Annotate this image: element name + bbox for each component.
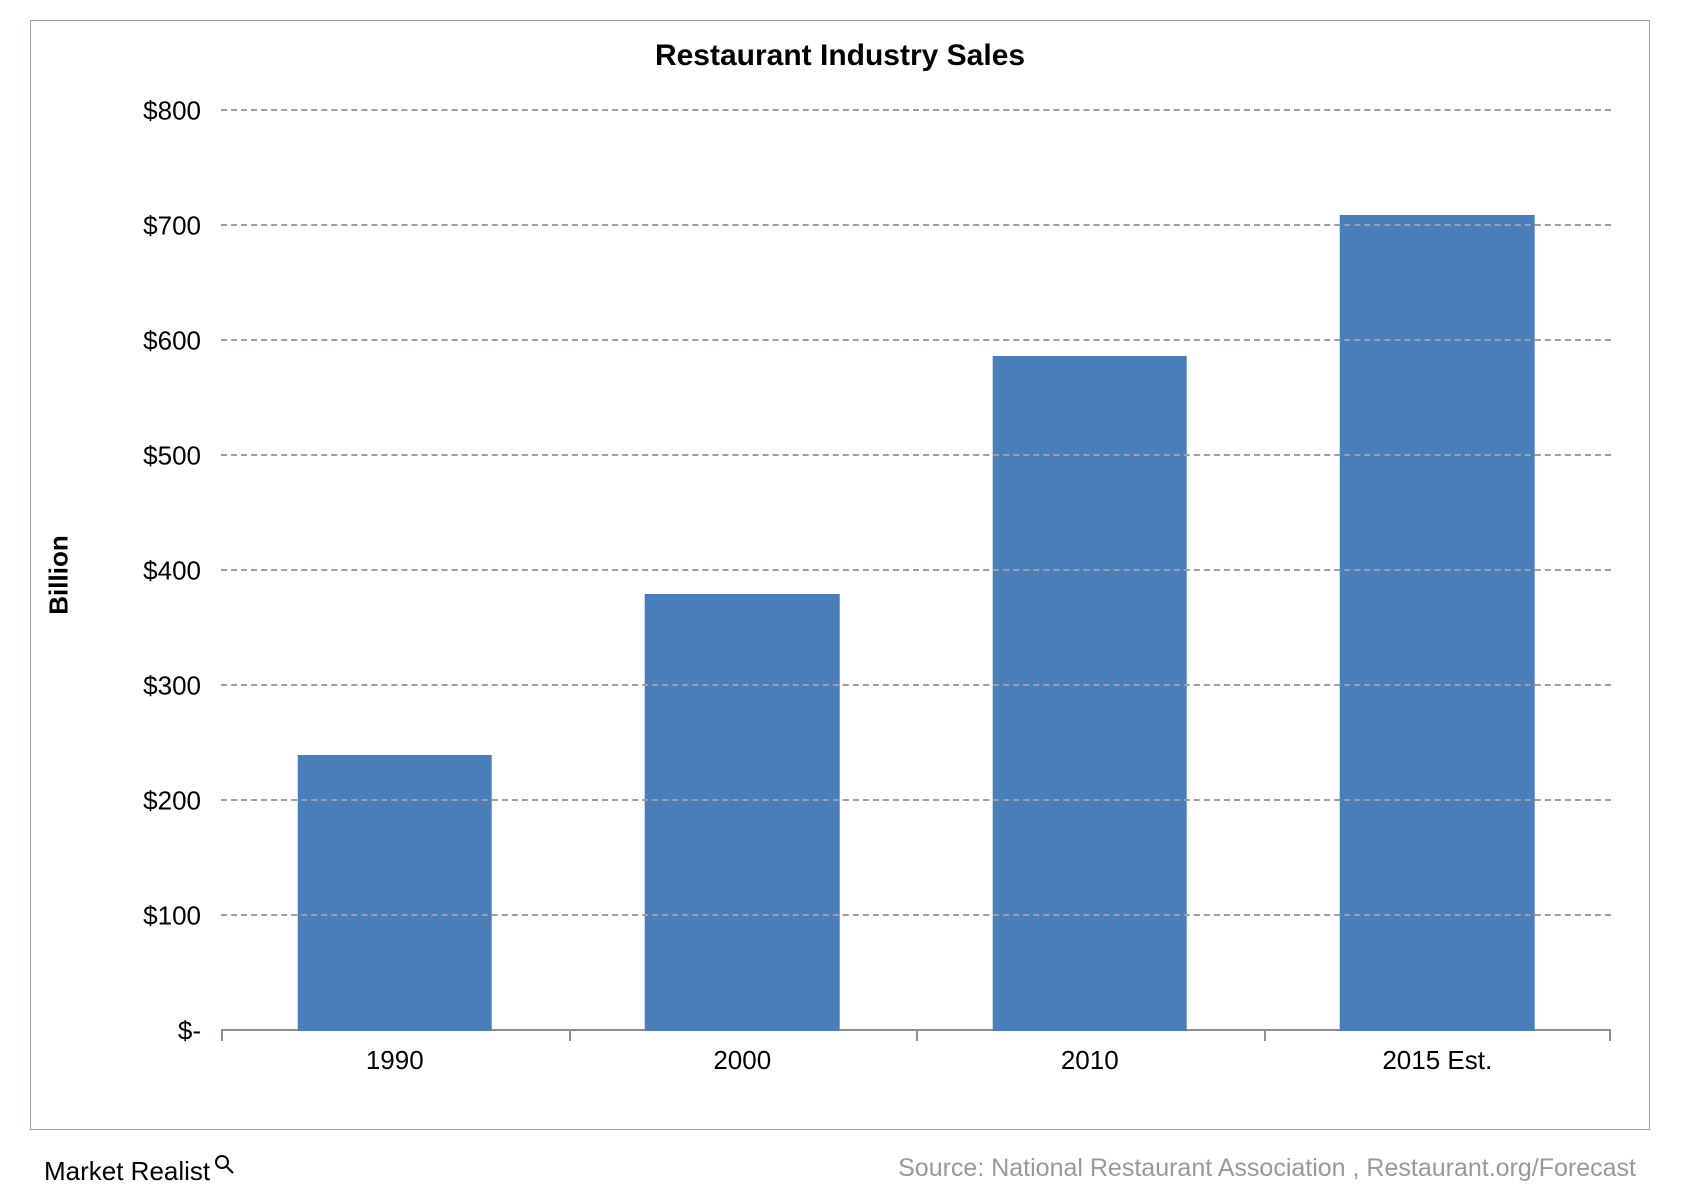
gridline [221,799,1611,801]
gridline [221,339,1611,341]
gridline [221,914,1611,916]
y-tick-label: $600 [41,326,201,357]
x-tick-mark [1264,1031,1266,1041]
gridline [221,109,1611,111]
plot-area: 1990200020102015 Est. $-$100$200$300$400… [221,111,1611,1031]
x-tick-mark [221,1031,223,1041]
bars-row: 1990200020102015 Est. [221,111,1611,1031]
bar [992,356,1187,1031]
x-tick-label: 2010 [1061,1031,1119,1076]
bar-slot: 2010 [916,111,1264,1031]
brand-attribution: Market Realist [44,1156,234,1187]
bar-slot: 1990 [221,111,569,1031]
bar [645,594,840,1031]
y-tick-label: $500 [41,441,201,472]
y-tick-label: $300 [41,671,201,702]
y-tick-label: $- [41,1016,201,1047]
x-tick-label: 2015 Est. [1382,1031,1492,1076]
y-tick-label: $400 [41,556,201,587]
magnifier-icon [214,1150,234,1181]
x-tick-label: 2000 [713,1031,771,1076]
gridline [221,224,1611,226]
gridline [221,684,1611,686]
bar-slot: 2000 [569,111,917,1031]
y-tick-label: $200 [41,786,201,817]
bar [297,755,492,1031]
gridline [221,569,1611,571]
y-tick-label: $800 [41,96,201,127]
x-tick-mark [569,1031,571,1041]
y-tick-label: $700 [41,211,201,242]
bar-slot: 2015 Est. [1264,111,1612,1031]
bar [1340,215,1535,1032]
source-text: Source: National Restaurant Association … [898,1154,1636,1183]
y-tick-label: $100 [41,901,201,932]
chart-title: Restaurant Industry Sales [31,21,1649,73]
gridline [221,454,1611,456]
brand-text: Market Realist [44,1156,210,1187]
x-tick-mark [1609,1031,1611,1041]
x-tick-label: 1990 [366,1031,424,1076]
x-tick-mark [916,1031,918,1041]
chart-footer: Market Realist Source: National Restaura… [30,1133,1650,1193]
chart-container: Restaurant Industry Sales Billion 199020… [30,20,1650,1130]
